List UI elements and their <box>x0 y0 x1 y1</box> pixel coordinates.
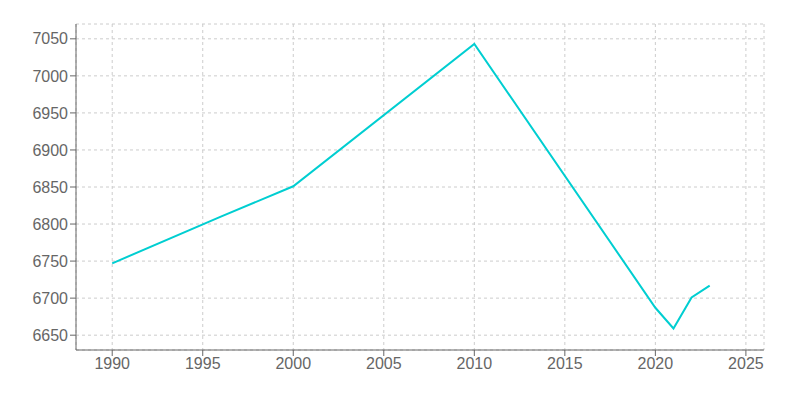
svg-text:2005: 2005 <box>366 355 402 372</box>
svg-text:1995: 1995 <box>185 355 221 372</box>
svg-text:6800: 6800 <box>32 216 68 233</box>
svg-text:2000: 2000 <box>275 355 311 372</box>
svg-text:2015: 2015 <box>547 355 583 372</box>
svg-text:2025: 2025 <box>728 355 764 372</box>
svg-text:6950: 6950 <box>32 105 68 122</box>
svg-text:2010: 2010 <box>457 355 493 372</box>
svg-text:6850: 6850 <box>32 179 68 196</box>
svg-text:6750: 6750 <box>32 253 68 270</box>
svg-text:2020: 2020 <box>638 355 674 372</box>
svg-text:7050: 7050 <box>32 30 68 47</box>
svg-text:6900: 6900 <box>32 142 68 159</box>
svg-text:6700: 6700 <box>32 290 68 307</box>
svg-text:1990: 1990 <box>94 355 130 372</box>
svg-text:6650: 6650 <box>32 327 68 344</box>
svg-text:7000: 7000 <box>32 68 68 85</box>
